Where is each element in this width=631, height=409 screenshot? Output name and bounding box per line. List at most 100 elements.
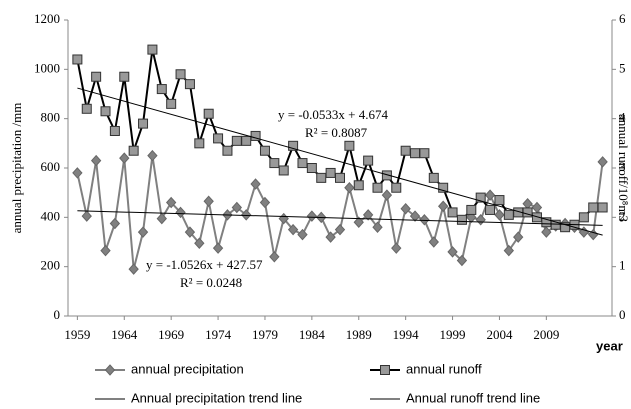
data-point	[409, 210, 421, 222]
y-tick-label: 400	[41, 208, 61, 223]
annotation: R² = 0.0248	[180, 275, 242, 290]
trend-line	[77, 210, 603, 226]
data-point	[494, 195, 505, 206]
data-point	[81, 103, 92, 114]
data-point	[503, 244, 515, 257]
trend-line	[77, 87, 603, 236]
y2-tick-label: 6	[619, 11, 626, 26]
data-point	[381, 170, 392, 181]
data-point	[362, 209, 374, 221]
data-point	[259, 145, 270, 156]
annotation: R² = 0.8087	[305, 125, 368, 140]
data-point	[513, 231, 524, 243]
y2-tick-label: 4	[619, 110, 626, 125]
data-point	[372, 221, 383, 233]
data-point	[325, 231, 336, 243]
data-point	[250, 130, 261, 141]
y-axis-label: annual precipitation /mm	[9, 103, 24, 234]
data-point	[72, 167, 83, 179]
data-point	[456, 214, 467, 225]
data-point	[344, 140, 355, 151]
data-point	[531, 201, 543, 214]
data-point	[194, 138, 205, 149]
data-point	[391, 182, 402, 193]
data-point	[400, 145, 411, 156]
x-tick-label: 1964	[111, 327, 138, 342]
data-point	[522, 198, 533, 210]
data-point	[419, 148, 430, 159]
y-tick-label: 0	[54, 307, 61, 322]
data-point	[466, 204, 477, 215]
data-point	[138, 118, 149, 129]
data-point	[578, 212, 589, 223]
x-tick-label: 1974	[205, 327, 232, 342]
y-tick-label: 200	[41, 258, 61, 273]
data-point	[128, 263, 139, 275]
data-point	[109, 217, 121, 230]
data-point	[428, 236, 439, 248]
annotation: y = -1.0526x + 427.57	[146, 257, 263, 272]
data-point	[381, 189, 393, 201]
data-point	[475, 192, 486, 203]
data-point	[250, 178, 261, 190]
x-axis-label: year	[596, 338, 623, 353]
data-point	[231, 201, 243, 214]
data-point	[166, 98, 177, 109]
data-point	[475, 214, 486, 226]
data-point	[353, 180, 364, 191]
x-tick-label: 1994	[393, 327, 420, 342]
data-point	[297, 228, 308, 241]
data-point	[597, 156, 608, 168]
data-point	[494, 209, 505, 221]
data-point	[241, 209, 252, 221]
data-point	[259, 196, 271, 209]
data-point	[287, 223, 299, 236]
data-point	[297, 158, 308, 169]
data-point	[335, 172, 345, 183]
y2-tick-label: 0	[619, 307, 626, 322]
data-point	[269, 158, 280, 169]
data-point	[372, 182, 383, 193]
data-point	[447, 207, 458, 218]
data-point	[344, 181, 355, 194]
data-point	[184, 79, 195, 90]
legend-label: Annual precipitation trend line	[131, 390, 302, 405]
data-point	[203, 108, 214, 119]
data-point	[147, 44, 158, 55]
data-point	[203, 195, 214, 208]
data-point	[109, 126, 120, 136]
x-tick-label: 1999	[440, 327, 466, 342]
data-point	[156, 212, 167, 225]
y-tick-label: 600	[41, 159, 61, 174]
data-point	[147, 149, 158, 162]
legend-marker	[380, 365, 390, 375]
data-point	[353, 216, 364, 229]
data-point	[212, 242, 224, 254]
data-point	[194, 237, 205, 249]
data-point	[391, 242, 402, 254]
data-point	[438, 182, 449, 193]
data-point	[91, 71, 102, 82]
data-point	[156, 84, 167, 95]
y-tick-label: 1200	[34, 11, 60, 26]
x-tick-label: 2009	[533, 327, 559, 342]
data-point	[175, 206, 186, 219]
data-point	[456, 254, 468, 267]
y2-tick-label: 2	[619, 208, 626, 223]
x-tick-label: 1969	[158, 327, 184, 342]
data-point	[437, 200, 449, 212]
y2-axis-label: annual runoff/10⁸m3	[616, 114, 631, 222]
data-point	[81, 210, 92, 222]
data-point	[522, 207, 533, 218]
data-point	[100, 244, 111, 257]
annotation: y = -0.0533x + 4.674	[278, 107, 388, 122]
data-point	[503, 209, 514, 220]
data-point	[363, 155, 374, 166]
data-point	[100, 106, 111, 117]
data-point	[447, 246, 458, 258]
data-point	[316, 172, 327, 183]
x-tick-label: 2004	[486, 327, 513, 342]
data-point	[269, 251, 280, 263]
x-tick-label: 1979	[252, 327, 278, 342]
